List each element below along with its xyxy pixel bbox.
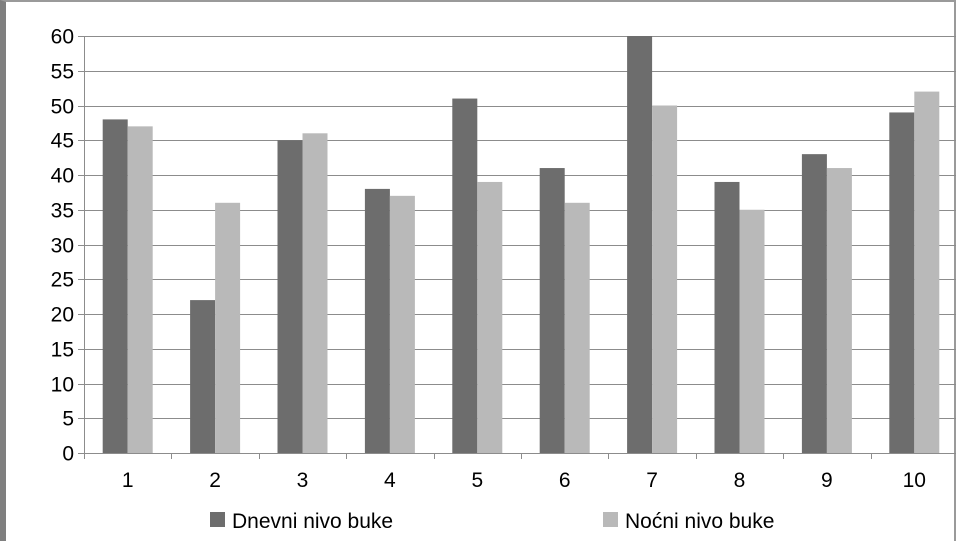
bar-series-2-cat-3 (302, 133, 328, 454)
axes (78, 36, 956, 459)
bar-series-1-cat-1 (102, 119, 128, 454)
bar-series-1-cat-10 (889, 112, 915, 453)
y-tick-label: 60 (51, 26, 74, 49)
bar-series-2-cat-9 (826, 168, 852, 454)
y-tick-label: 35 (51, 200, 74, 223)
y-tick-label: 10 (51, 374, 74, 397)
bar-series-2-cat-6 (564, 202, 590, 453)
y-tick-label: 5 (62, 408, 74, 431)
bars (102, 36, 940, 454)
bar-series-2-cat-5 (477, 181, 503, 453)
bar-series-2-cat-10 (914, 91, 940, 453)
x-tick-label: 5 (471, 469, 483, 492)
x-tick-label: 9 (821, 469, 833, 492)
bar-series-1-cat-2 (190, 300, 216, 453)
x-tick-label: 4 (384, 469, 396, 492)
y-tick-labels: 0 5 10 15 20 25 30 35 40 45 50 55 60 (51, 26, 74, 466)
legend-label-series-1: Dnevni nivo buke (232, 510, 393, 533)
bar-series-1-cat-3 (277, 140, 303, 453)
y-tick-label: 50 (51, 96, 74, 119)
y-tick-label: 15 (51, 339, 74, 362)
x-tick-label: 3 (297, 469, 309, 492)
y-tick-label: 45 (51, 130, 74, 153)
bar-series-1-cat-4 (364, 188, 390, 453)
x-tick-label: 6 (559, 469, 571, 492)
x-tick-label: 1 (122, 469, 134, 492)
legend: Dnevni nivo buke Noćni nivo buke (210, 510, 774, 533)
bar-series-2-cat-1 (127, 126, 153, 453)
x-tick-labels: 1 2 3 4 5 6 7 8 9 10 (122, 469, 926, 492)
bar-series-1-cat-7 (627, 36, 653, 453)
bar-series-2-cat-8 (739, 209, 765, 453)
bar-series-2-cat-4 (389, 195, 415, 453)
y-tick-label: 40 (51, 165, 74, 188)
bar-series-1-cat-5 (452, 98, 478, 454)
x-tick-label: 7 (646, 469, 658, 492)
bar-series-1-cat-9 (801, 154, 827, 453)
x-tick-label: 8 (734, 469, 746, 492)
bar-series-1-cat-6 (539, 168, 565, 454)
legend-swatch-series-1 (210, 512, 225, 527)
bar-series-2-cat-7 (652, 105, 678, 453)
legend-label-series-2: Noćni nivo buke (625, 510, 774, 533)
x-tick-label: 10 (903, 469, 926, 492)
x-tick-label: 2 (209, 469, 221, 492)
bar-series-2-cat-2 (215, 202, 241, 453)
y-tick-label: 30 (51, 235, 74, 258)
y-tick-label: 25 (51, 269, 74, 292)
y-tick-label: 0 (62, 443, 74, 466)
bar-series-1-cat-8 (714, 181, 740, 453)
y-tick-label: 20 (51, 304, 74, 327)
y-tick-label: 55 (51, 61, 74, 84)
legend-swatch-series-2 (603, 512, 618, 527)
